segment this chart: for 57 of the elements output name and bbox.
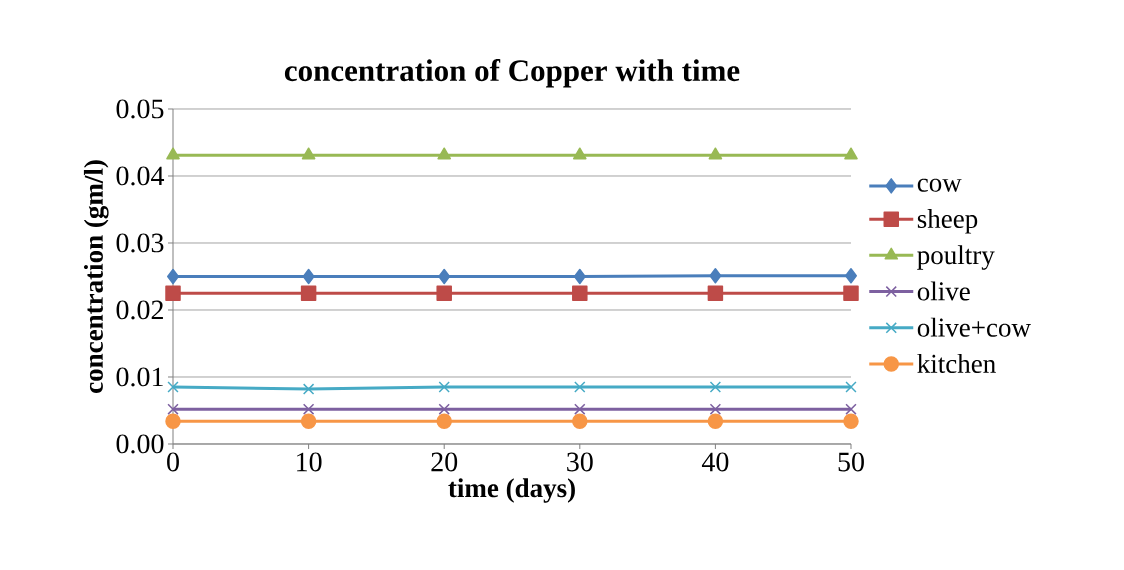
point — [300, 285, 317, 301]
point — [167, 381, 179, 393]
point — [438, 403, 450, 415]
legend-label: sheep — [917, 209, 978, 234]
x-tick-label: 40 — [701, 452, 729, 472]
point — [300, 413, 317, 429]
chart-title: concentration of Copper with time — [284, 59, 740, 88]
point — [708, 147, 723, 160]
point — [843, 285, 859, 301]
legend-label: olive+cow — [917, 317, 1031, 337]
point — [436, 285, 452, 301]
x-tick-label: 50 — [838, 452, 864, 472]
y-tick-label: 0.02 — [116, 300, 163, 320]
legend-label: olive — [917, 281, 970, 301]
point — [301, 147, 316, 160]
point — [709, 268, 722, 284]
point — [166, 147, 180, 160]
point — [573, 268, 586, 285]
point — [845, 381, 857, 393]
legend-label: kitchen — [917, 353, 996, 373]
point — [165, 285, 181, 301]
legend-label: cow — [917, 178, 962, 192]
point — [572, 285, 588, 301]
x-tick-label: 30 — [567, 452, 593, 472]
point — [843, 413, 859, 429]
y-axis-title: concentration (gm/l) — [83, 160, 109, 393]
x-axis-title: time (days) — [448, 478, 575, 503]
legend-label: poultry — [917, 245, 995, 270]
point — [302, 268, 315, 285]
point — [709, 403, 722, 415]
y-tick-label: 0.05 — [116, 99, 164, 119]
point — [438, 381, 450, 393]
point — [707, 413, 724, 429]
point — [845, 403, 857, 415]
y-tick-label: 0.00 — [116, 434, 164, 454]
point — [709, 381, 722, 393]
point — [302, 383, 315, 395]
point — [165, 413, 181, 429]
point — [167, 268, 180, 285]
point — [302, 403, 315, 415]
y-tick-label: 0.04 — [116, 166, 165, 186]
point — [572, 413, 588, 429]
point — [845, 268, 857, 284]
point — [437, 147, 452, 160]
point — [438, 268, 451, 285]
x-tick-label: 20 — [431, 452, 458, 472]
y-tick-label: 0.03 — [116, 233, 164, 253]
point — [844, 147, 858, 160]
point — [574, 403, 586, 415]
point — [436, 413, 452, 429]
point — [707, 285, 724, 301]
point — [167, 403, 179, 415]
x-tick-label: 0 — [167, 452, 179, 472]
x-tick-label: 10 — [297, 452, 322, 472]
y-tick-label: 0.01 — [116, 367, 163, 387]
point — [572, 147, 587, 160]
point — [574, 381, 586, 393]
